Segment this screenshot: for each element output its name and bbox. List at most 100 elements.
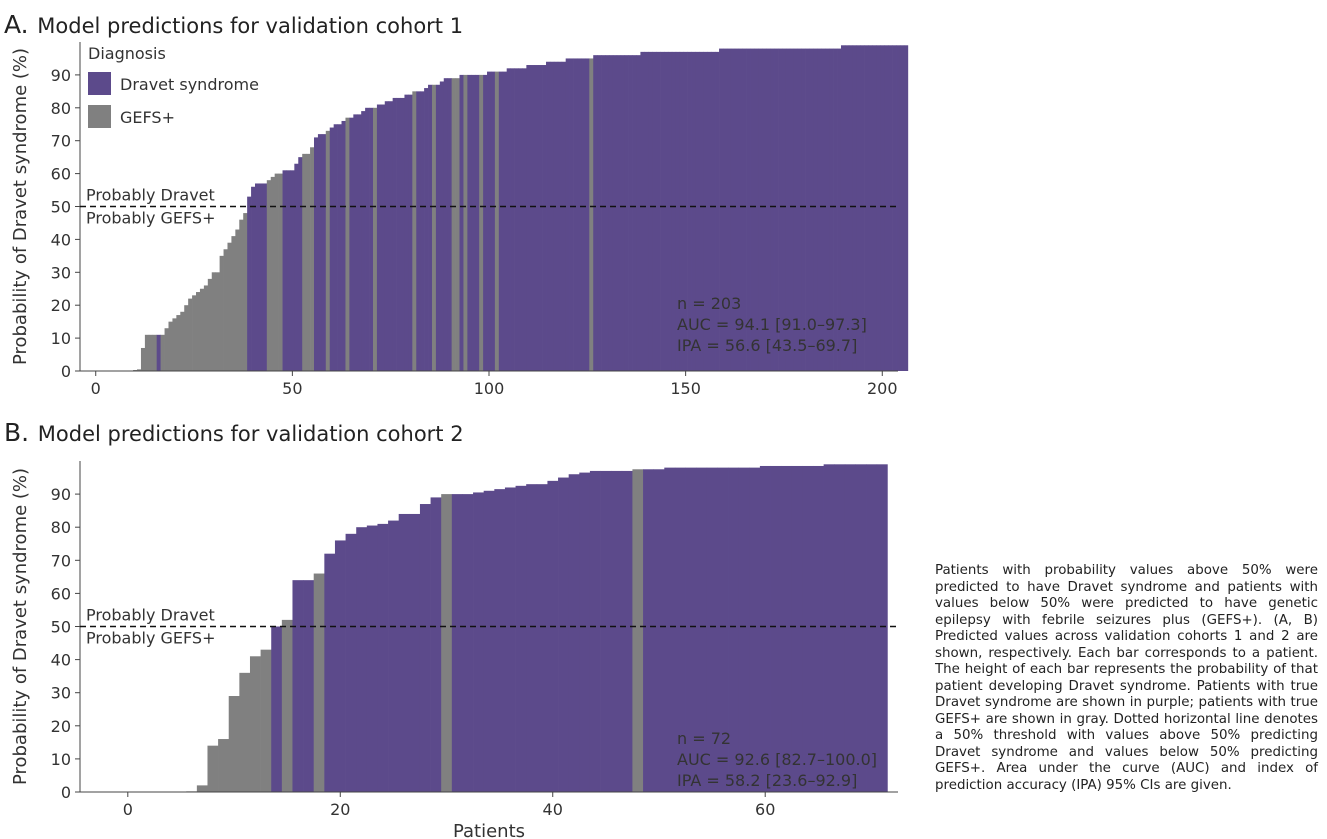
bar-dravet: [687, 51, 692, 372]
bar-dravet: [365, 107, 370, 372]
bar-dravet: [717, 467, 729, 792]
bar-dravet: [896, 45, 901, 371]
bar-dravet: [840, 45, 846, 371]
bar-dravet: [855, 464, 867, 792]
bar-dravet: [589, 470, 601, 792]
bar-dravet: [778, 48, 783, 371]
bar-dravet: [789, 48, 795, 371]
bar-dravet: [251, 186, 256, 371]
y-tick-label: 70: [51, 551, 71, 570]
bar-dravet: [876, 45, 881, 371]
bar-dravet: [823, 464, 835, 792]
bar-dravet: [781, 48, 787, 371]
legend-title: Diagnosis: [88, 44, 166, 63]
y-tick-label: 40: [51, 230, 71, 249]
bar-dravet: [620, 55, 626, 371]
bar-dravet: [430, 497, 442, 792]
bar-dravet: [750, 48, 755, 371]
bar-dravet: [462, 494, 474, 792]
bar-dravet: [538, 65, 543, 371]
bar-gefs: [140, 347, 146, 371]
bar-dravet: [303, 580, 315, 792]
y-tick-label: 90: [51, 485, 71, 504]
bar-dravet: [324, 553, 336, 792]
bar-dravet: [754, 48, 759, 371]
bar-gefs: [270, 176, 276, 371]
bar-dravet: [834, 464, 846, 792]
bar-dravet: [813, 465, 824, 792]
bar-dravet: [612, 55, 618, 371]
bar-gefs: [281, 619, 293, 792]
bar-dravet: [349, 117, 354, 371]
bar-gefs: [632, 469, 644, 792]
bar-dravet: [899, 45, 905, 371]
bar-dravet: [366, 525, 378, 792]
bar-gefs: [274, 173, 279, 371]
bar-dravet: [536, 484, 548, 792]
bar-dravet: [648, 51, 653, 372]
bar-gefs: [152, 334, 158, 371]
bar-dravet: [419, 504, 431, 792]
bar-gefs: [494, 71, 500, 372]
bar-dravet: [844, 464, 856, 792]
bar-dravet: [653, 469, 665, 792]
bar-gefs: [148, 334, 154, 371]
bar-gefs: [479, 74, 484, 372]
x-tick-label: 150: [670, 379, 701, 398]
bar-dravet: [356, 527, 368, 792]
x-tick-label: 40: [543, 800, 563, 819]
x-tick-label: 100: [474, 379, 505, 398]
stats-line: n = 72: [677, 729, 731, 748]
bar-dravet: [483, 74, 488, 372]
y-axis-label: Probability of Dravet syndrome (%): [10, 468, 31, 785]
stats-line: n = 203: [677, 294, 741, 313]
bar-gefs: [172, 318, 177, 371]
y-tick-label: 40: [51, 651, 71, 670]
x-tick-label: 0: [91, 379, 101, 398]
y-tick-label: 30: [51, 263, 71, 282]
panel-a-title-text: Model predictions for validation cohort …: [37, 14, 464, 38]
bar-dravet: [558, 477, 570, 792]
bar-dravet: [255, 183, 260, 371]
bars: [133, 45, 909, 372]
bar-gefs: [207, 745, 219, 792]
bar-dravet: [608, 55, 614, 371]
bar-dravet: [699, 51, 704, 372]
bar-dravet: [286, 170, 291, 371]
y-tick-label: 30: [51, 684, 71, 703]
bar-dravet: [334, 540, 346, 792]
bar-dravet: [396, 97, 401, 372]
bar-dravet: [643, 469, 655, 792]
bar-dravet: [388, 101, 393, 371]
bar-dravet: [518, 68, 523, 371]
bar-dravet: [341, 120, 346, 372]
bar-dravet: [404, 94, 409, 371]
bar-dravet: [380, 104, 386, 371]
y-tick-label: 90: [51, 66, 71, 85]
bar-dravet: [730, 48, 736, 371]
bar-dravet: [553, 61, 559, 372]
bar-gefs: [188, 298, 193, 371]
bar-dravet: [903, 45, 909, 371]
bar-dravet: [793, 48, 799, 371]
y-tick-label: 0: [61, 783, 71, 802]
bar-dravet: [568, 474, 580, 792]
bar-dravet: [504, 487, 516, 792]
bar-gefs: [441, 494, 453, 792]
bar-dravet: [597, 55, 602, 371]
bar-dravet: [258, 183, 264, 371]
bar-dravet: [439, 81, 445, 372]
y-tick-label: 20: [51, 296, 71, 315]
chart-a: 0 10 20 30 40 50 60 70 80 90 0 50 100 150 200 Probabili…: [10, 42, 909, 398]
bar-dravet: [706, 467, 718, 792]
y-tick-label: 50: [51, 198, 71, 217]
bar-dravet: [400, 97, 405, 372]
bar-dravet: [369, 107, 374, 372]
bar-gefs: [431, 84, 437, 371]
bar-gefs: [203, 285, 209, 371]
x-tick-label: 0: [123, 800, 133, 819]
bar-dravet: [522, 68, 527, 371]
panel-a-letter: A.: [4, 10, 29, 39]
bar-dravet: [353, 114, 358, 371]
